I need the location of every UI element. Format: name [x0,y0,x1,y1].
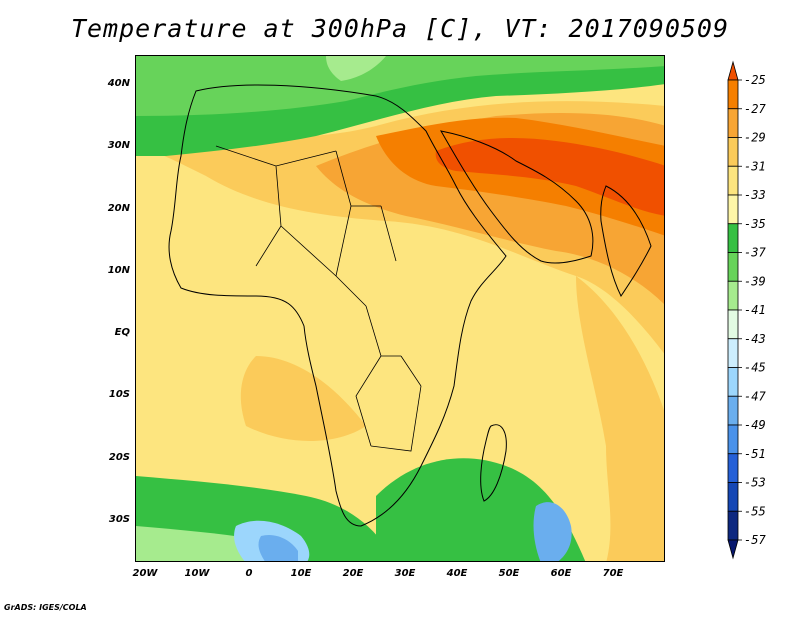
colorbar-label: -55 [744,504,766,518]
colorbar-cell [727,367,739,397]
colorbar-cell [727,108,739,138]
colorbar-cell [727,165,739,196]
colorbar-label: -31 [744,159,766,173]
lon-tick-20w: 20W [132,568,158,579]
colorbar-cell [727,395,739,426]
colorbar-cell [727,510,739,541]
colorbar-cell [727,252,739,282]
africa-coastline [168,84,507,527]
lat-tick-eq: EQ [114,327,130,338]
lon-tick-50e: 50E [498,568,520,579]
lat-tick-40n: 40N [107,78,130,89]
colorbar-label: -37 [744,246,766,260]
lat-tick-30s: 30S [108,514,130,525]
colorbar-cell [727,453,739,483]
lon-tick-0: 0 [245,568,253,579]
colorbar-label: -29 [744,131,766,145]
chart-title: Temperature at 300hPa [C], VT: 201709050… [70,14,730,43]
colorbar-label: -53 [744,476,766,490]
field-blue-southeast [533,502,572,561]
field-lightgreen-north [136,56,664,116]
lon-tick-40e: 40E [446,568,468,579]
colorbar-cell [727,338,739,368]
field-blue-core [258,535,298,561]
lat-tick-20s: 20S [108,452,130,463]
field-cold-med [326,56,386,81]
colorbar-cell [727,79,739,110]
colorbar: -25 -27 -29 -31 -33 -35 -37 -39 -41 -43 -45 -47 -49 -… [720,60,790,560]
colorbar-label: -49 [744,418,766,432]
colorbar-cell [727,223,739,253]
colorbar-svg: -25 -27 -29 -31 -33 -35 -37 -39 -41 -43 -45 -47 -49 -… [727,60,766,560]
lon-tick-70e: 70E [602,568,624,579]
colorbar-label: -27 [744,102,766,116]
colorbar-cell [727,194,739,225]
temperature-field [136,56,664,561]
colorbar-cell [727,309,739,340]
lat-tick-10s: 10S [108,389,130,400]
colorbar-label: -51 [744,447,766,461]
colorbar-label: -45 [744,361,766,375]
colorbar-label: -43 [744,332,766,346]
field-band-31-east [576,276,664,561]
colorbar-label: -41 [744,303,766,317]
lon-tick-10e: 10E [290,568,312,579]
lat-tick-10n: 10N [107,265,130,276]
arabia-coastline [440,130,594,264]
colorbar-top-triangle [727,60,739,81]
lat-tick-30n: 30N [107,140,130,151]
colorbar-label: -57 [744,533,766,547]
lon-tick-60e: 60E [550,568,572,579]
lon-tick-10w: 10W [184,568,210,579]
madagascar-coastline [480,424,507,502]
colorbar-cell [727,280,739,311]
colorbar-label: -47 [744,389,766,403]
india-coastline [600,185,652,297]
colorbar-label: -35 [744,217,766,231]
field-band-31-south [240,356,366,441]
grads-credit: GrADS: IGES/COLA [4,603,87,612]
colorbar-label: -39 [744,274,766,288]
colorbar-cell [727,482,739,512]
country-borders [215,145,422,452]
lon-tick-20e: 20E [342,568,364,579]
colorbar-label: -25 [744,73,766,87]
lat-tick-20n: 20N [107,203,130,214]
colorbar-label: -33 [744,188,766,202]
temperature-map [135,55,665,562]
colorbar-cell [727,137,739,167]
field-core-25 [435,138,664,216]
colorbar-bottom-triangle [727,539,739,560]
field-green-southeast [376,458,586,561]
lon-tick-30e: 30E [394,568,416,579]
colorbar-cell [727,424,739,455]
